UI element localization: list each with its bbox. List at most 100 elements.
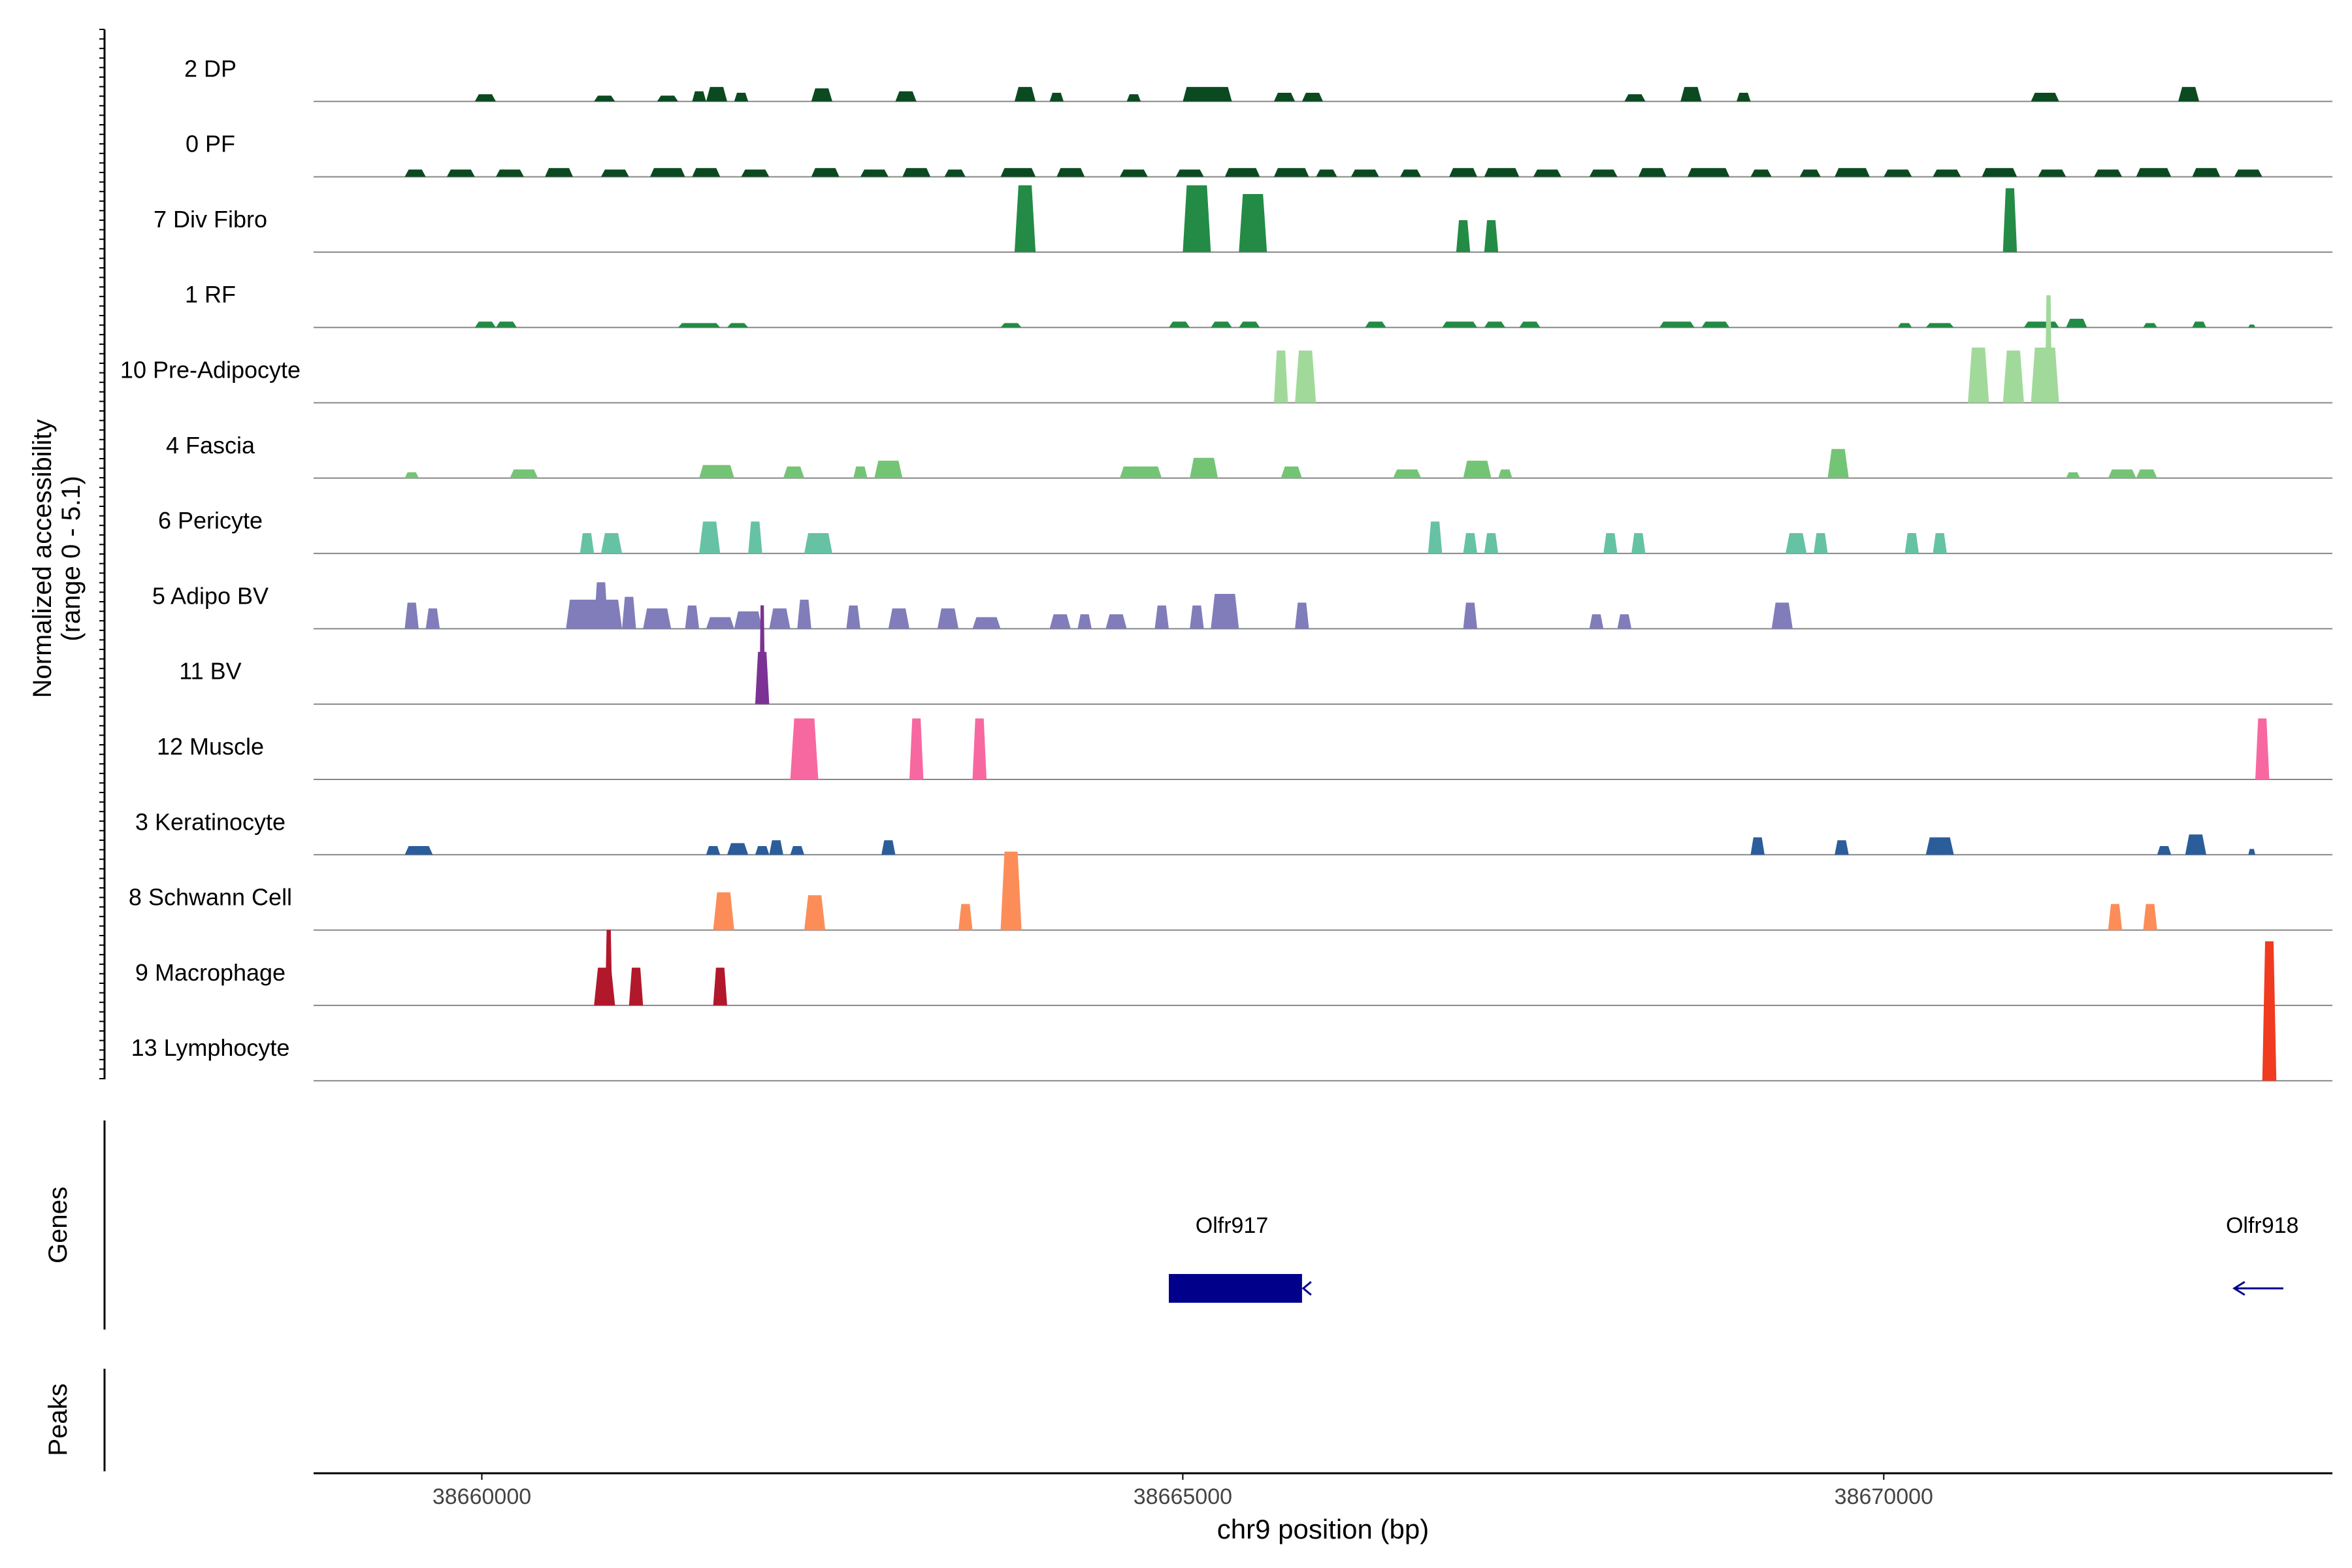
- track-label: 7 Div Fibro: [154, 206, 267, 233]
- gene: Olfr918: [2226, 1213, 2299, 1296]
- coverage-peak: [1295, 602, 1309, 629]
- track: 3 Keratinocyte: [135, 808, 2332, 856]
- coverage-peak: [1589, 169, 1618, 177]
- track-label: 10 Pre-Adipocyte: [120, 357, 301, 384]
- coverage-peak: [1771, 602, 1793, 629]
- coverage-peak: [2031, 348, 2059, 403]
- coverage-peak: [1190, 605, 1204, 629]
- coverage-peak: [1169, 321, 1190, 328]
- coverage-peak: [1519, 321, 1541, 328]
- coverage-peak: [2192, 168, 2221, 177]
- coverage-peak: [958, 904, 973, 930]
- coverage-peak: [622, 596, 636, 629]
- coverage-peak: [2094, 169, 2123, 177]
- coverage-peak: [1737, 93, 1751, 102]
- coverage-peak: [2234, 169, 2262, 177]
- track: 6 Pericyte: [158, 507, 2332, 555]
- coverage-peak: [545, 168, 573, 177]
- genes-panel: Olfr917 Olfr918: [1169, 1213, 2298, 1303]
- track-label: 13 Lymphocyte: [131, 1034, 290, 1061]
- coverage-peak: [2136, 168, 2172, 177]
- coverage-peak: [1904, 533, 1919, 554]
- coverage-peak: [1301, 93, 1323, 102]
- coverage-peak: [1925, 837, 1954, 855]
- coverage-peak: [1400, 169, 1422, 177]
- coverage-peak: [1224, 168, 1260, 177]
- coverage-peak: [650, 168, 685, 177]
- gene: Olfr917: [1169, 1213, 1312, 1303]
- coverage-peak: [446, 169, 475, 177]
- peaks-label: Peaks: [44, 1383, 73, 1456]
- coverage-peak: [1273, 168, 1309, 177]
- x-tick-label: 38665000: [1134, 1484, 1232, 1509]
- coverage-peak: [1183, 185, 1211, 252]
- coverage-peak: [1617, 614, 1632, 629]
- coverage-peak: [1014, 185, 1036, 252]
- coverage-peak: [1687, 168, 1730, 177]
- coverage-peak: [1884, 169, 1912, 177]
- coverage-peak: [1603, 533, 1618, 554]
- coverage-peak: [804, 533, 832, 554]
- coverage-peak: [1393, 469, 1422, 478]
- coverage-peak: [2108, 904, 2123, 930]
- coverage-peak: [1014, 87, 1036, 102]
- coverage-peak: [1659, 321, 1695, 328]
- track: 4 Fascia: [166, 432, 2332, 479]
- coverage-peak: [699, 521, 721, 554]
- coverage-peak: [1589, 614, 1604, 629]
- coverage-peak: [944, 169, 966, 177]
- coverage-peak: [748, 521, 762, 554]
- coverage-peak: [594, 95, 615, 102]
- coverage-peak: [1295, 350, 1316, 403]
- coverage-peak: [1631, 533, 1646, 554]
- gene-label: Olfr918: [2226, 1213, 2299, 1238]
- track-label: 5 Adipo BV: [152, 582, 269, 609]
- track: 5 Adipo BV: [152, 582, 2332, 630]
- coverage-peak: [643, 608, 672, 629]
- coverage-peak: [790, 718, 819, 779]
- coverage-peak: [1835, 168, 1870, 177]
- coverage-peak: [811, 88, 832, 102]
- coverage-peak: [1119, 466, 1162, 478]
- coverage-peak: [1056, 168, 1085, 177]
- coverage-peak: [1463, 461, 1492, 478]
- gene-body: [1169, 1274, 1302, 1303]
- coverage-peak: [404, 602, 419, 629]
- coverage-peak: [1750, 837, 1765, 855]
- coverage-peak: [853, 466, 868, 478]
- coverage-peak: [580, 533, 595, 554]
- coverage-peak: [692, 168, 721, 177]
- coverage-peak: [2108, 469, 2136, 478]
- coverage-peak: [496, 169, 524, 177]
- coverage-peak: [566, 599, 623, 629]
- coverage-peak: [2045, 295, 2052, 403]
- coverage-peak: [1624, 94, 1646, 102]
- coverage-peak: [759, 605, 765, 704]
- coverage-peak: [2157, 846, 2172, 855]
- coverage-peak: [2136, 469, 2157, 478]
- coverage-peak: [1484, 321, 1505, 328]
- coverage-peak: [474, 321, 496, 328]
- coverage-peak: [1211, 321, 1232, 328]
- coverage-peak: [1105, 614, 1127, 629]
- coverage-peak: [404, 846, 433, 855]
- coverage-peak: [790, 846, 804, 855]
- coverage-peak: [1239, 194, 1267, 252]
- coverage-peak: [972, 617, 1001, 629]
- coverage-peak: [2143, 904, 2157, 930]
- coverage-peak: [1463, 533, 1477, 554]
- coverage-peak: [1273, 350, 1288, 403]
- coverage-peak: [937, 608, 959, 629]
- coverage-peak: [888, 608, 909, 629]
- coverage-peak: [909, 718, 924, 779]
- x-tick-label: 38660000: [433, 1484, 531, 1509]
- coverage-peak: [1211, 594, 1239, 629]
- coverage-peak: [706, 617, 734, 629]
- coverage-peak: [1925, 323, 1954, 328]
- coverage-peak: [2038, 169, 2066, 177]
- coverage-peak: [1835, 840, 1849, 855]
- y-axis-label-line1: Normalized accessibility: [28, 419, 57, 698]
- coverage-peak: [769, 840, 783, 855]
- coverage-peak: [1982, 168, 2017, 177]
- coverage-peak: [1814, 533, 1828, 554]
